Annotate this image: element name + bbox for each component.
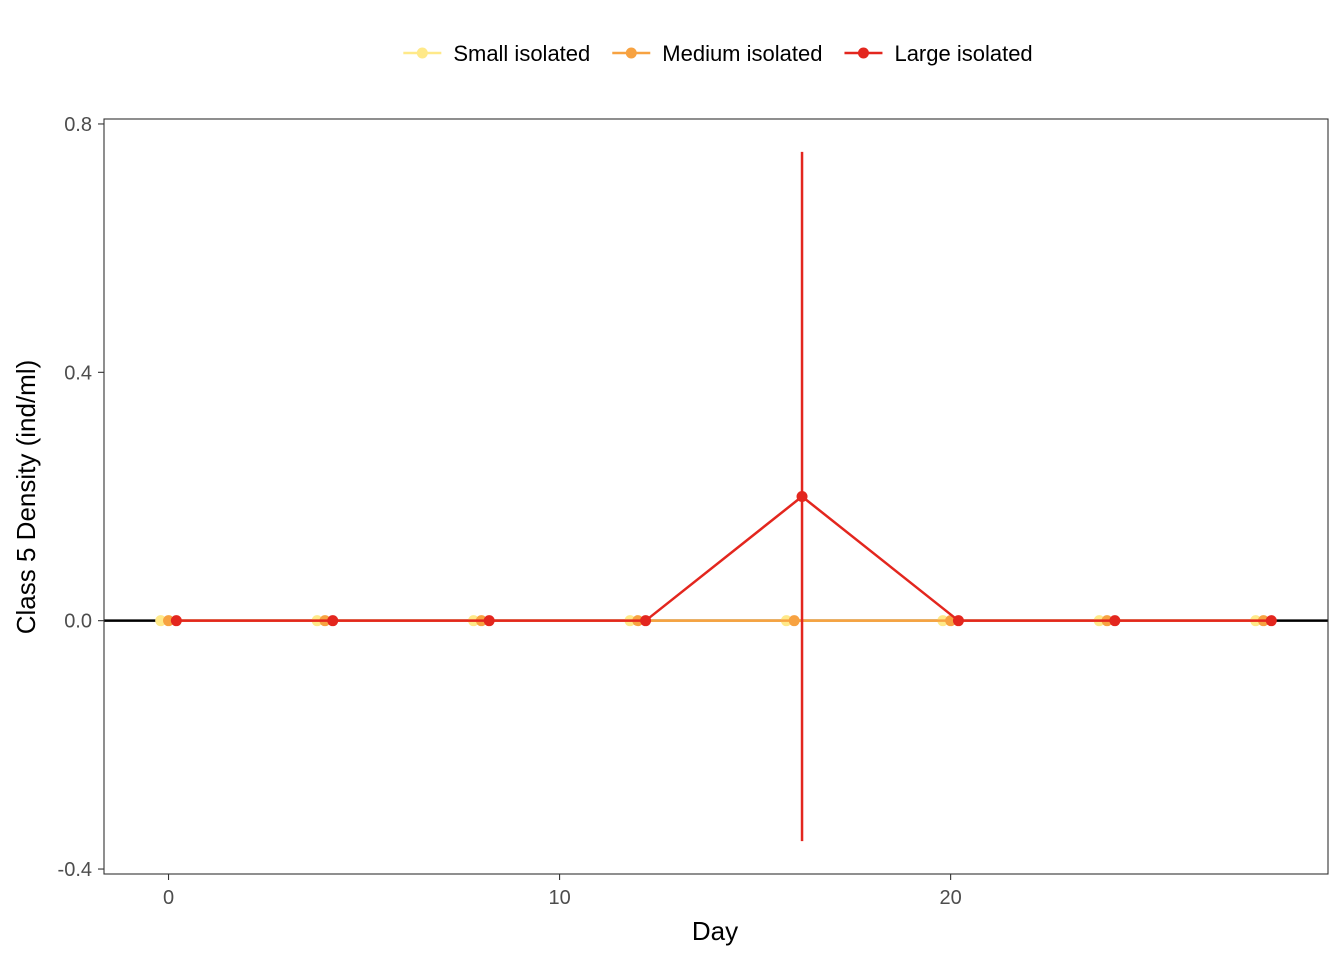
y-tick-label: -0.4 <box>58 859 92 881</box>
y-axis: -0.4 0.0 0.4 0.8 <box>58 114 104 881</box>
data-point <box>788 615 800 627</box>
legend-label: Large isolated <box>894 41 1032 66</box>
data-point <box>1265 615 1277 627</box>
panel-border <box>103 118 1329 875</box>
legend-key-point <box>625 47 637 59</box>
legend-item: Large isolated <box>844 41 1033 66</box>
legend-label: Medium isolated <box>662 41 822 66</box>
series-layer <box>155 151 1277 842</box>
y-tick-label: 0.0 <box>64 611 92 633</box>
legend-label: Small isolated <box>453 41 590 66</box>
data-point <box>483 615 495 627</box>
data-point <box>952 615 964 627</box>
y-tick-label: 0.4 <box>64 362 92 384</box>
y-axis-title: Class 5 Density (ind/ml) <box>11 360 41 635</box>
x-tick-label: 0 <box>163 887 174 909</box>
data-point <box>155 615 167 627</box>
data-point <box>1109 615 1121 627</box>
data-point <box>170 615 182 627</box>
legend-key-point <box>416 47 428 59</box>
plot-area <box>103 118 1329 875</box>
legend-item: Small isolated <box>403 41 590 66</box>
legend: Small isolated Medium isolated Large isola… <box>403 41 1033 66</box>
data-point <box>640 615 652 627</box>
data-point <box>163 615 175 627</box>
legend-key-point <box>857 47 869 59</box>
x-tick-label: 20 <box>940 887 962 909</box>
x-tick-label: 10 <box>548 887 570 909</box>
x-axis: 0 10 20 <box>163 874 962 909</box>
y-tick-label: 0.8 <box>64 114 92 136</box>
legend-item: Medium isolated <box>612 41 822 66</box>
data-point <box>796 491 808 502</box>
series-large-isolated <box>170 151 1277 842</box>
x-axis-title: Day <box>692 916 738 946</box>
series-line <box>176 494 1272 622</box>
data-point <box>327 615 339 627</box>
